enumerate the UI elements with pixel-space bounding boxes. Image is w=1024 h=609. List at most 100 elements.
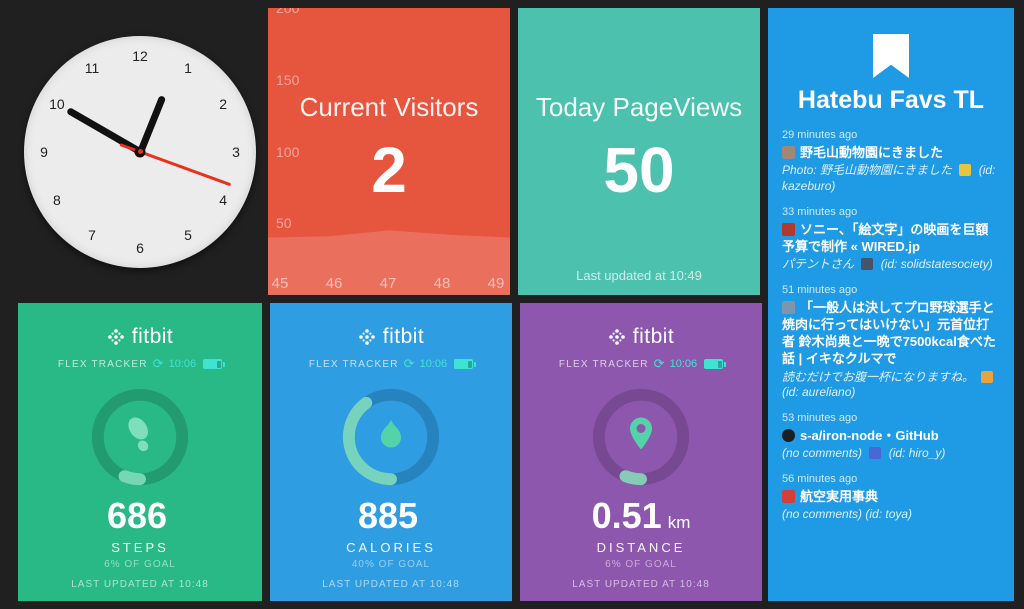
bookmark-icon	[873, 34, 909, 78]
widget-current-visitors: 200 150 100 50 45 46 47 48 49 Current Visitors …	[268, 8, 510, 295]
hatebu-item-title[interactable]: 「一般人は決してプロ野球選手と焼肉に行ってはいけない」元首位打者 鈴木尚典と一晩…	[782, 299, 996, 367]
hatebu-item-title[interactable]: 航空実用事典	[782, 488, 1000, 505]
fitbit-logo-text: fitbit	[131, 325, 174, 348]
footprint-icon	[119, 414, 161, 461]
dictionary-favicon	[782, 490, 795, 504]
clock-number: 4	[219, 191, 227, 208]
hatebu-item-comment: 読むだけでお腹一杯になりますね。 (id: aureliano)	[782, 370, 1000, 402]
hatebu-item-time: 53 minutes ago	[782, 412, 858, 425]
distance-gauge	[586, 382, 696, 492]
clock-number: 10	[49, 95, 65, 112]
hatebu-item-title[interactable]: ソニー、「絵文字」の映画を巨額予算で制作 « WIRED.jp	[782, 221, 989, 254]
battery-icon	[203, 359, 226, 369]
hatebu-item-comment: (no comments) (id: hiro_y)	[782, 446, 946, 461]
note-favicon	[869, 447, 882, 460]
widget-fitbit-steps: fitbit FLEX TRACKER ⟳ 10:06 686 STEPS 6%…	[18, 303, 262, 601]
clock-number: 2	[219, 95, 227, 112]
battery-icon	[704, 359, 727, 369]
x-tick-label: 48	[433, 275, 451, 292]
calories-gauge	[336, 382, 446, 492]
visitors-title: Current Visitors	[299, 92, 479, 122]
calories-updated: LAST UPDATED AT 10:48	[322, 579, 460, 590]
notebook-favicon	[959, 164, 972, 177]
steps-label: STEPS	[111, 540, 169, 555]
refresh-icon: ⟳	[152, 356, 164, 371]
clock-number: 7	[88, 226, 96, 243]
clock-center-cap	[134, 146, 146, 157]
visitors-value: 2	[371, 134, 407, 206]
tracker-label: FLEX TRACKER	[558, 358, 649, 370]
camera-favicon	[861, 258, 874, 271]
y-tick-label: 50	[276, 215, 292, 232]
y-tick-label: 100	[276, 143, 300, 160]
fitbit-logo-text: fitbit	[382, 325, 425, 348]
clock-number: 8	[52, 191, 61, 208]
steps-gauge	[85, 382, 195, 492]
fitbit-logo: fitbit	[358, 325, 425, 349]
fitbit-dots-icon	[107, 329, 124, 345]
x-tick-label: 46	[325, 275, 343, 292]
widget-hatebu-favs: Hatebu Favs TL 29 minutes ago 野毛山動物園にきました…	[768, 8, 1014, 601]
hatebu-item-comment: (no comments) (id: toya)	[782, 507, 913, 522]
calories-goal: 40% OF GOAL	[351, 559, 431, 570]
pageviews-title: Today PageViews	[535, 92, 743, 122]
hatebu-item-time: 29 minutes ago	[782, 129, 858, 141]
clock-hour-hand	[136, 94, 166, 153]
x-tick-label: 47	[379, 275, 397, 292]
face-favicon	[981, 370, 994, 383]
x-tick-label: 49	[487, 275, 505, 292]
fitbit-sync-row: FLEX TRACKER ⟳ 10:06	[558, 356, 727, 372]
visitors-area-chart	[268, 230, 510, 295]
fitbit-sync-row: FLEX TRACKER ⟳ 10:06	[309, 356, 477, 372]
hatebu-item-time: 51 minutes ago	[782, 283, 858, 296]
hatebu-item-time: 56 minutes ago	[782, 473, 858, 486]
steps-goal: 6% OF GOAL	[104, 559, 176, 570]
x-tick-label: 45	[271, 275, 289, 292]
hatebu-item-time: 33 minutes ago	[782, 205, 858, 218]
hatebu-item[interactable]: 33 minutes ago ソニー、「絵文字」の映画を巨額予算で制作 « WIR…	[782, 206, 1000, 273]
hatebu-item[interactable]: 56 minutes ago 航空実用事典 (no comments) (id: t…	[782, 473, 1000, 523]
analog-clock: 1 2 3 4 5 6 7 8 9 10 11 12	[24, 35, 256, 268]
sync-time: 10:06	[168, 358, 197, 370]
battery-icon	[454, 359, 477, 369]
map-pin-icon	[624, 416, 658, 459]
distance-updated: LAST UPDATED AT 10:48	[572, 579, 710, 590]
clock-number: 5	[184, 226, 192, 243]
y-tick-label: 150	[276, 71, 300, 88]
y-tick-label: 200	[276, 8, 300, 16]
hatebu-item[interactable]: 53 minutes ago s-a/iron-node・GitHub (no co…	[782, 412, 1000, 462]
sync-time: 10:06	[669, 358, 698, 370]
hatebu-item[interactable]: 29 minutes ago 野毛山動物園にきました Photo: 野毛山動物園にき…	[782, 129, 1000, 195]
widget-fitbit-distance: fitbit FLEX TRACKER ⟳ 10:06 0.51 km DISTA…	[520, 303, 762, 601]
github-favicon	[782, 429, 795, 443]
hatebu-item-title[interactable]: s-a/iron-node・GitHub	[782, 427, 1000, 444]
fitbit-dots-icon	[358, 329, 375, 345]
steps-value: 686	[106, 495, 168, 536]
refresh-icon: ⟳	[403, 356, 415, 371]
distance-value: 0.51 km	[591, 495, 691, 536]
fitbit-logo-text: fitbit	[632, 325, 675, 348]
clock-number: 9	[40, 143, 48, 160]
calories-value: 885	[357, 495, 419, 536]
clock-number: 11	[84, 60, 100, 77]
distance-goal: 6% OF GOAL	[605, 559, 677, 570]
pageviews-value: 50	[603, 134, 675, 206]
hatebu-item-comment: パテントさん (id: solidstatesociety)	[782, 257, 993, 272]
clock-number: 3	[232, 143, 240, 160]
sync-time: 10:06	[419, 358, 448, 370]
train-favicon	[782, 300, 795, 314]
steps-updated: LAST UPDATED AT 10:48	[71, 579, 209, 590]
pageviews-updated: Last updated at 10:49	[576, 268, 702, 283]
fitbit-logo: fitbit	[608, 325, 675, 349]
fitbit-logo: fitbit	[107, 325, 174, 349]
widget-fitbit-calories: fitbit FLEX TRACKER ⟳ 10:06 885 CALORIES…	[270, 303, 512, 601]
clock-number: 1	[184, 60, 192, 77]
fitbit-dots-icon	[608, 329, 625, 345]
distance-label: DISTANCE	[596, 540, 686, 555]
flame-icon	[373, 417, 409, 458]
hatebu-item[interactable]: 51 minutes ago 「一般人は決してプロ野球選手と焼肉に行ってはいけない…	[782, 284, 1000, 401]
hatebu-title: Hatebu Favs TL	[797, 86, 985, 114]
hatebu-item-title[interactable]: 野毛山動物園にきました	[782, 144, 1000, 161]
hatebu-list: 29 minutes ago 野毛山動物園にきました Photo: 野毛山動物園にき…	[782, 129, 1000, 523]
